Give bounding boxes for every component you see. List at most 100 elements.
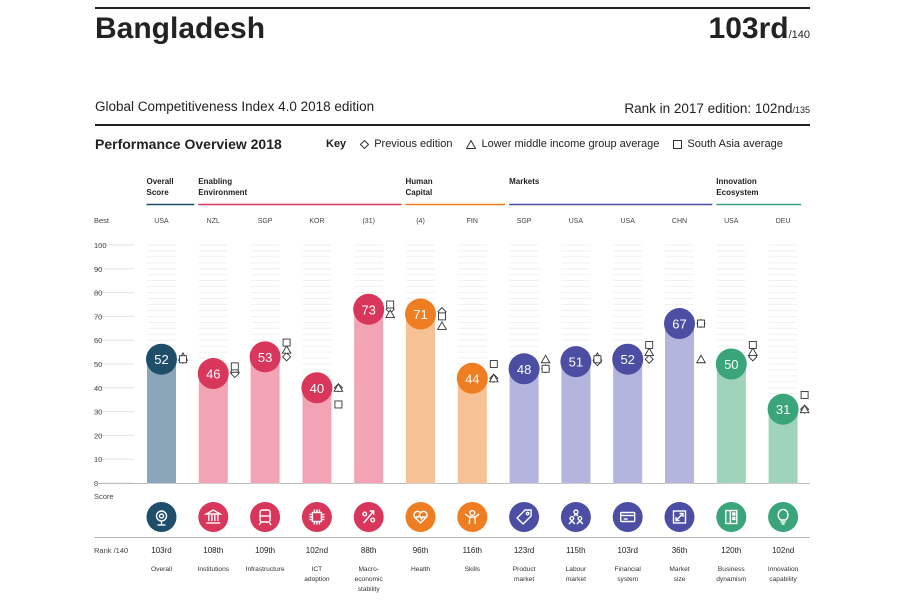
score-label-value: 52 xyxy=(154,352,168,367)
lmi-average-marker xyxy=(436,321,448,330)
rank-axis-label: Rank /140 xyxy=(94,546,128,555)
pillar-name: Product xyxy=(513,566,536,573)
pillar-name: adoption xyxy=(304,576,330,583)
best-label-value: KOR xyxy=(309,218,324,225)
south-asia-average-marker xyxy=(489,360,498,368)
lmi-average-marker xyxy=(747,347,758,357)
best-label-value: NZL xyxy=(207,218,220,225)
group-label: Capital xyxy=(406,188,433,197)
previous-edition-marker xyxy=(281,352,292,362)
south-asia-average-marker xyxy=(282,338,291,347)
expand-icon xyxy=(672,510,687,524)
overall-rank-total: /140 xyxy=(788,29,810,41)
legend: Key Previous edition Lower middle income… xyxy=(326,138,783,150)
person-icon xyxy=(464,509,480,525)
y-tick-label: 90 xyxy=(94,265,102,274)
group-label: Human xyxy=(406,177,433,186)
group-label: Innovation xyxy=(716,177,757,186)
performance-title: Performance Overview 2018 xyxy=(95,136,282,152)
south-asia-average-marker xyxy=(800,390,809,399)
bulb-icon xyxy=(777,508,789,525)
best-label-value: (4) xyxy=(416,218,425,225)
score-bar xyxy=(561,361,591,483)
pillar-name: ICT xyxy=(312,566,323,573)
score-circle xyxy=(508,353,540,385)
pillar-name: Market xyxy=(669,566,689,573)
pillar-icon-circle xyxy=(509,502,540,532)
pillar-name: system xyxy=(617,576,638,583)
score-circle xyxy=(405,298,436,330)
card-icon xyxy=(620,511,636,523)
chip-icon xyxy=(309,509,325,525)
lmi-average-marker xyxy=(488,373,499,383)
pillar-name: Skills xyxy=(465,566,481,573)
edition-label: Global Competitiveness Index 4.0 2018 ed… xyxy=(95,99,375,114)
best-label-value: USA xyxy=(569,218,584,225)
lmi-average-marker xyxy=(540,354,551,364)
south-asia-average-marker xyxy=(230,362,239,371)
pillar-name: Innovation xyxy=(768,566,799,573)
y-tick-label: 20 xyxy=(94,431,102,440)
best-label-value: USA xyxy=(154,218,169,225)
score-label-value: 53 xyxy=(258,350,272,365)
south-asia-average-marker xyxy=(438,312,446,321)
score-circle xyxy=(197,358,229,390)
rank-value: 102nd xyxy=(306,546,328,555)
south-asia-average-marker xyxy=(334,400,343,409)
pillar-icon-circle xyxy=(301,502,332,532)
y-tick-label: 100 xyxy=(94,241,107,250)
score-bar xyxy=(509,368,539,483)
y-tick-label: 30 xyxy=(94,408,102,417)
pillar-icon-circle xyxy=(612,502,643,532)
south-asia-average-marker xyxy=(386,300,395,309)
group-label: Markets xyxy=(509,177,540,186)
rank-2017-total: /135 xyxy=(792,105,810,115)
lmi-average-marker xyxy=(333,382,344,392)
pillar-name: Business xyxy=(718,566,745,573)
score-bar xyxy=(716,364,746,483)
best-label-value: USA xyxy=(724,218,739,225)
pillar-name: Financial xyxy=(615,566,642,573)
pillar-icon-circle xyxy=(146,502,177,532)
business-icon xyxy=(725,509,738,525)
score-label-value: 51 xyxy=(569,355,583,370)
previous-edition-marker xyxy=(644,354,654,364)
institutions-icon xyxy=(203,509,223,524)
pillar-name: capability xyxy=(769,576,797,583)
rank-value: 108th xyxy=(203,546,223,555)
rank-value: 116th xyxy=(463,546,482,555)
overall-rank-value: 103rd xyxy=(708,12,789,45)
rank-value: 123rd xyxy=(514,546,534,555)
y-tick-label: 60 xyxy=(94,336,102,345)
score-label-value: 31 xyxy=(776,402,790,417)
overall-rank: 103rd/140 xyxy=(709,12,810,46)
lmi-average-marker xyxy=(695,354,707,364)
best-label-value: SGP xyxy=(258,218,273,225)
section-rule xyxy=(95,124,810,126)
triangle-icon xyxy=(466,139,477,149)
diamond-icon xyxy=(360,139,370,149)
legend-item-previous: Previous edition xyxy=(360,138,452,150)
rank-value: 103rd xyxy=(617,546,637,555)
lmi-average-marker xyxy=(799,404,810,414)
y-tick-label: 50 xyxy=(94,360,102,369)
south-asia-average-marker xyxy=(748,341,757,349)
score-bar xyxy=(665,323,694,483)
score-circle xyxy=(301,372,333,404)
score-label-value: 71 xyxy=(413,307,427,322)
best-label-value: DEU xyxy=(776,218,791,225)
rank-value: 88th xyxy=(361,546,377,555)
score-bar xyxy=(406,314,435,483)
score-circle xyxy=(767,393,799,425)
pillar-name: Macro- xyxy=(358,566,379,573)
group-label: Overall xyxy=(147,177,174,186)
lmi-average-marker xyxy=(281,344,292,354)
best-label-value: (31) xyxy=(362,218,374,225)
pillar-name: economic xyxy=(355,576,384,583)
score-label-value: 40 xyxy=(310,381,324,396)
infrastructure-icon xyxy=(258,509,272,526)
rank-value: 96th xyxy=(413,546,429,555)
heart-icon xyxy=(413,510,428,524)
score-circle xyxy=(146,343,177,375)
